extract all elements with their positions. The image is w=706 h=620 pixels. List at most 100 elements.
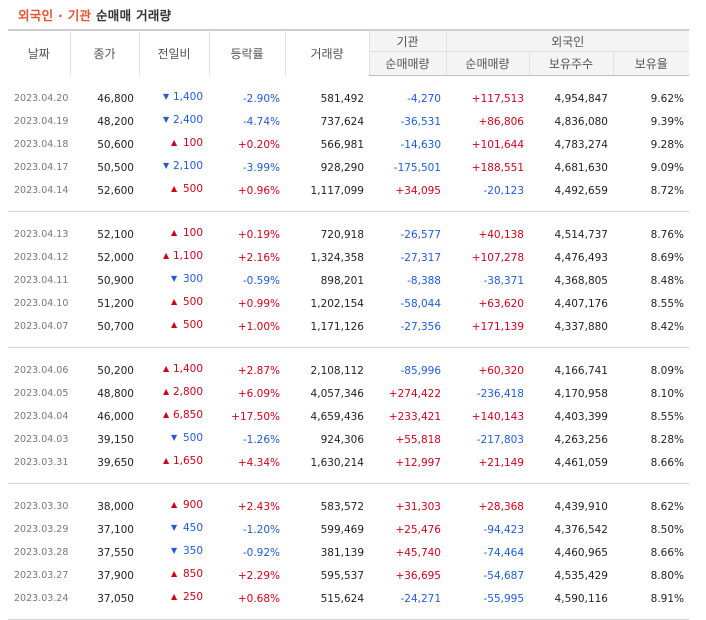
row-volume: 595,537: [320, 569, 364, 582]
row-change: ▼ 450: [139, 518, 209, 541]
panel-title-rest: 순매매 거래량: [91, 8, 172, 23]
row-foreign-ratio: 8.69%: [650, 251, 685, 264]
table-row: 2023.03.29 37,100 ▼ 450 -1.20% 599,469 +25,476…: [8, 518, 689, 541]
row-foreign-ratio: 8.72%: [650, 184, 685, 197]
row-institution-net: -27,317: [400, 251, 441, 264]
row-rate: +0.19%: [237, 228, 280, 241]
up-triangle-icon: ▲: [171, 297, 178, 306]
row-foreign-net: +117,513: [471, 92, 524, 105]
row-foreign-net: -20,123: [483, 184, 524, 197]
row-rate: +0.99%: [237, 297, 280, 310]
row-close: 50,700: [97, 320, 134, 333]
row-close: 46,000: [97, 410, 134, 423]
row-change-value: 2,100: [172, 160, 203, 172]
table-row: 2023.04.18 50,600 ▲ 100 +0.20% 566,981 -14,630…: [8, 133, 689, 156]
row-change: ▲ 1,400: [139, 359, 209, 382]
row-foreign-net: +28,368: [478, 500, 524, 513]
header-institution-group: 기관: [368, 29, 446, 52]
group-spacer: [8, 212, 689, 224]
row-rate: +2.29%: [237, 569, 280, 582]
table-row: 2023.04.14 52,600 ▲ 500 +0.96% 1,117,099 +34,0…: [8, 179, 689, 202]
row-change-value: 300: [182, 273, 203, 285]
row-foreign-ratio: 8.80%: [650, 569, 685, 582]
down-triangle-icon: ▼: [171, 523, 178, 532]
row-foreign-holdings: 4,514,737: [554, 228, 608, 241]
row-date: 2023.04.12: [14, 252, 69, 263]
row-change: ▼ 1,400: [139, 87, 209, 110]
row-change: ▲ 500: [139, 315, 209, 338]
row-date: 2023.04.11: [14, 275, 69, 286]
row-close: 48,800: [97, 387, 134, 400]
row-foreign-holdings: 4,681,630: [554, 161, 608, 174]
row-change-value: 2,400: [172, 114, 203, 126]
row-foreign-holdings: 4,337,880: [554, 320, 608, 333]
row-volume: 924,306: [320, 433, 364, 446]
table-row: 2023.04.20 46,800 ▼ 1,400 -2.90% 581,492 -4,27…: [8, 87, 689, 110]
header-foreign-group: 외국인: [445, 29, 690, 52]
row-foreign-ratio: 9.28%: [650, 138, 685, 151]
row-institution-net: -36,531: [400, 115, 441, 128]
table-row: 2023.03.28 37,550 ▼ 350 -0.92% 381,139 +45,740…: [8, 541, 689, 564]
row-rate: +0.68%: [237, 592, 280, 605]
row-close: 52,600: [97, 184, 134, 197]
group-separator: [8, 610, 690, 620]
row-change: ▲ 850: [139, 564, 209, 587]
row-rate: +2.16%: [237, 251, 280, 264]
group-separator: [8, 474, 690, 484]
row-change-value: 100: [182, 227, 203, 239]
row-date: 2023.04.05: [14, 388, 69, 399]
row-volume: 566,981: [320, 138, 364, 151]
table-row: 2023.03.24 37,050 ▲ 250 +0.68% 515,624 -24,271…: [8, 587, 689, 610]
row-close: 37,050: [97, 592, 134, 605]
group-separator: [8, 338, 690, 348]
row-foreign-net: +188,551: [471, 161, 524, 174]
row-foreign-net: +63,620: [478, 297, 524, 310]
row-date: 2023.03.31: [14, 457, 69, 468]
row-rate: -1.20%: [242, 523, 280, 536]
row-rate: -1.26%: [242, 433, 280, 446]
row-date: 2023.04.03: [14, 434, 69, 445]
row-foreign-ratio: 8.09%: [650, 364, 685, 377]
row-institution-net: -8,388: [407, 274, 441, 287]
group-spacer: [8, 484, 689, 496]
row-institution-net: -85,996: [400, 364, 441, 377]
row-change: ▲ 100: [139, 223, 209, 246]
row-close: 37,100: [97, 523, 134, 536]
header-rate: 등락률: [208, 29, 285, 76]
row-foreign-net: +60,320: [478, 364, 524, 377]
row-foreign-holdings: 4,954,847: [554, 92, 608, 105]
row-foreign-ratio: 8.62%: [650, 500, 685, 513]
row-change: ▲ 900: [139, 495, 209, 518]
row-change-value: 1,400: [172, 363, 203, 375]
row-change: ▼ 350: [139, 541, 209, 564]
row-volume: 720,918: [320, 228, 364, 241]
row-rate: +17.50%: [231, 410, 280, 423]
row-foreign-holdings: 4,263,256: [554, 433, 608, 446]
row-institution-net: +12,997: [395, 456, 441, 469]
row-rate: -4.74%: [242, 115, 280, 128]
row-foreign-net: +40,138: [478, 228, 524, 241]
up-triangle-icon: ▲: [171, 320, 178, 329]
row-close: 48,200: [97, 115, 134, 128]
row-change-value: 500: [182, 432, 203, 444]
row-close: 38,000: [97, 500, 134, 513]
row-rate: +2.87%: [237, 364, 280, 377]
up-triangle-icon: ▲: [171, 592, 178, 601]
row-date: 2023.04.14: [14, 185, 69, 196]
investor-trading-panel: 외국인 · 기관 순매매 거래량 날짜 종가 전일비 등락률 거래량 기관 외국…: [8, 6, 690, 620]
header-foreign-holdings: 보유주수: [528, 51, 613, 76]
row-change: ▲ 250: [139, 587, 209, 610]
row-date: 2023.03.28: [14, 547, 69, 558]
row-institution-net: -4,270: [407, 92, 441, 105]
row-foreign-ratio: 9.62%: [650, 92, 685, 105]
row-close: 39,650: [97, 456, 134, 469]
row-institution-net: -14,630: [400, 138, 441, 151]
row-close: 37,550: [97, 546, 134, 559]
panel-title: 외국인 · 기관 순매매 거래량: [18, 6, 171, 26]
row-foreign-ratio: 8.55%: [650, 297, 685, 310]
row-foreign-net: +86,806: [478, 115, 524, 128]
row-change-value: 500: [182, 183, 203, 195]
row-rate: -0.92%: [242, 546, 280, 559]
row-institution-net: -58,044: [400, 297, 441, 310]
row-foreign-net: -94,423: [483, 523, 524, 536]
